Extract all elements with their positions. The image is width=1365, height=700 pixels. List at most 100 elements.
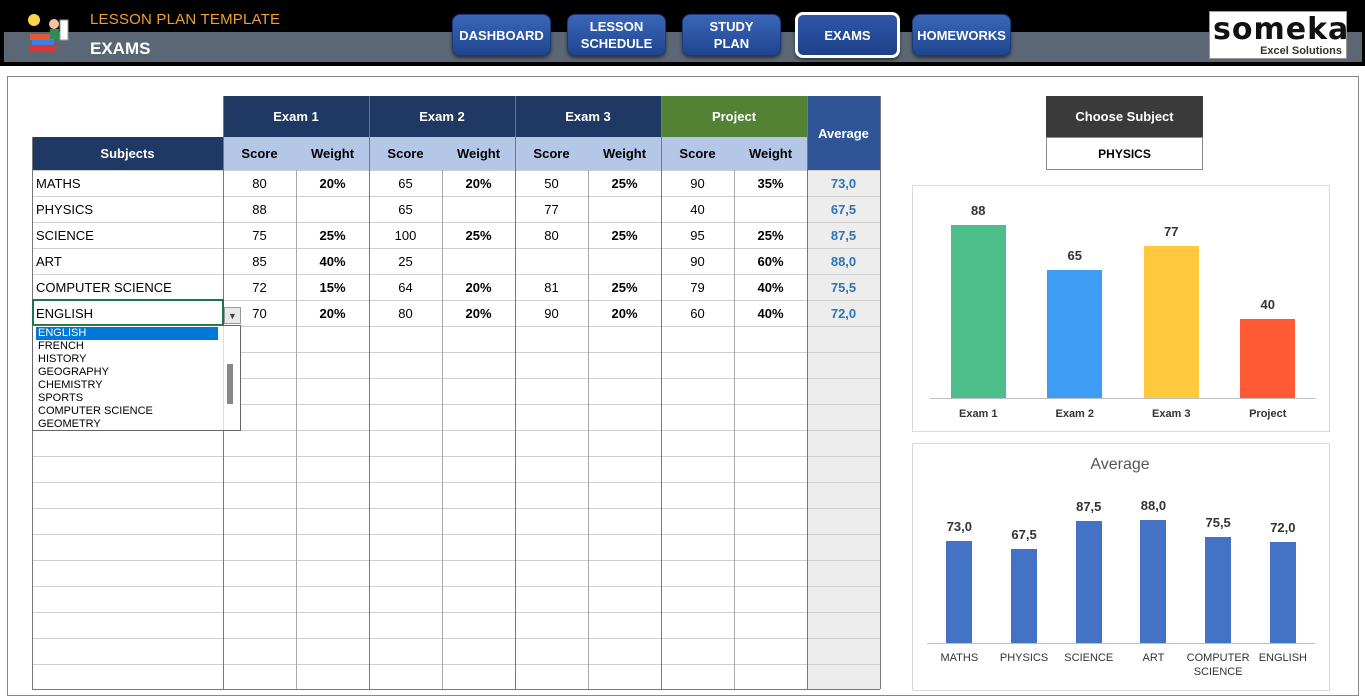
weight-cell[interactable]: 40% — [757, 306, 784, 321]
subject-cell[interactable]: MATHS — [36, 176, 81, 191]
weight-cell[interactable] — [442, 249, 515, 274]
score-cell[interactable]: 80 — [544, 228, 559, 243]
score-cell[interactable]: 100 — [394, 228, 417, 243]
chart1-value-label: 77 — [1164, 224, 1179, 240]
chart2-bar — [946, 540, 973, 643]
chart2-value-label: 75,5 — [1205, 515, 1231, 531]
subject-cell[interactable]: PHYSICS — [36, 202, 94, 217]
chart1-bar-project — [1240, 319, 1296, 398]
row-divider — [32, 638, 880, 639]
chart2-value-label: 72,0 — [1270, 520, 1296, 536]
row-divider — [32, 352, 880, 353]
nav-button-homeworks[interactable]: HOMEWORKS — [912, 14, 1011, 56]
weight-cell[interactable]: 25% — [611, 228, 638, 243]
column-divider — [880, 96, 881, 689]
weight-cell[interactable] — [442, 197, 515, 222]
score-cell[interactable]: 75 — [252, 228, 267, 243]
score-cell[interactable]: 77 — [544, 202, 559, 217]
weight-cell[interactable]: 25% — [319, 228, 346, 243]
chart1-bar-exam-1 — [950, 224, 1006, 398]
sub-header-score: Score — [515, 137, 588, 170]
app-title: LESSON PLAN TEMPLATE — [90, 11, 281, 28]
weight-cell[interactable]: 35% — [757, 176, 784, 191]
score-cell[interactable]: 95 — [690, 228, 705, 243]
group-header-exam-1: Exam 1 — [223, 96, 369, 137]
nav-button-study-plan[interactable]: STUDY PLAN — [682, 14, 781, 56]
weight-cell[interactable] — [296, 197, 369, 222]
dropdown-arrow-icon[interactable]: ▼ — [224, 307, 241, 324]
nav-button-dashboard[interactable]: DASHBOARD — [452, 14, 551, 56]
chart2-x-axis — [927, 643, 1315, 644]
score-cell[interactable]: 25 — [398, 254, 413, 269]
row-divider — [32, 170, 880, 171]
lesson-plan-logo-icon — [28, 14, 69, 51]
score-cell[interactable]: 80 — [252, 176, 267, 191]
weight-cell[interactable]: 20% — [319, 176, 346, 191]
subject-scores-chart: 88 Exam 1 65 Exam 2 77 Exam 3 40 Project — [912, 185, 1330, 432]
dropdown-option-french[interactable]: FRENCH — [38, 340, 84, 352]
column-divider — [807, 96, 808, 689]
score-cell[interactable]: 81 — [544, 280, 559, 295]
weight-cell[interactable]: 40% — [757, 280, 784, 295]
weight-cell[interactable]: 20% — [465, 280, 492, 295]
brand-subtitle: Excel Solutions — [1260, 45, 1342, 57]
weight-cell[interactable]: 20% — [465, 176, 492, 191]
subject-cell[interactable]: SCIENCE — [36, 228, 94, 243]
subject-cell[interactable]: ART — [36, 254, 62, 269]
average-column-bg — [807, 170, 880, 689]
weight-cell[interactable]: 40% — [319, 254, 346, 269]
group-header-project: Project — [661, 96, 807, 137]
weight-cell[interactable] — [588, 197, 661, 222]
dropdown-option-english[interactable]: ENGLISH — [36, 327, 218, 340]
score-cell[interactable]: 72 — [252, 280, 267, 295]
dropdown-option-history[interactable]: HISTORY — [38, 353, 87, 365]
score-cell[interactable]: 90 — [690, 254, 705, 269]
average-cell: 88,0 — [830, 254, 857, 269]
weight-cell[interactable]: 20% — [319, 306, 346, 321]
score-cell[interactable]: 80 — [398, 306, 413, 321]
dropdown-option-chemistry[interactable]: CHEMISTRY — [38, 379, 103, 391]
content-frame — [7, 76, 1359, 696]
score-cell[interactable]: 50 — [544, 176, 559, 191]
weight-cell[interactable]: 20% — [611, 306, 638, 321]
dropdown-option-geography[interactable]: GEOGRAPHY — [38, 366, 109, 378]
score-cell[interactable]: 64 — [398, 280, 413, 295]
row-divider — [32, 508, 880, 509]
column-divider — [369, 96, 370, 689]
weight-cell[interactable]: 25% — [465, 228, 492, 243]
weight-cell[interactable]: 25% — [757, 228, 784, 243]
score-cell[interactable]: 70 — [252, 306, 267, 321]
score-cell[interactable]: 60 — [690, 306, 705, 321]
subject-cell[interactable]: ENGLISH — [36, 306, 94, 321]
score-cell[interactable]: 65 — [398, 202, 413, 217]
row-divider — [32, 586, 880, 587]
choose-subject-select[interactable]: PHYSICS — [1046, 137, 1203, 170]
subject-cell[interactable]: COMPUTER SCIENCE — [36, 280, 172, 295]
dropdown-option-geometry[interactable]: GEOMETRY — [38, 418, 101, 430]
weight-cell[interactable] — [734, 197, 807, 222]
score-cell[interactable]: 90 — [690, 176, 705, 191]
row-divider — [32, 378, 880, 379]
weight-cell[interactable]: 20% — [465, 306, 492, 321]
nav-button-lesson-schedule[interactable]: LESSON SCHEDULE — [567, 14, 666, 56]
subject-dropdown-list[interactable]: ENGLISH FRENCH HISTORY GEOGRAPHY CHEMISTRY SP… — [32, 325, 241, 431]
weight-cell[interactable]: 25% — [611, 176, 638, 191]
score-cell[interactable] — [515, 249, 588, 274]
score-cell[interactable]: 85 — [252, 254, 267, 269]
weight-cell[interactable]: 25% — [611, 280, 638, 295]
score-cell[interactable]: 40 — [690, 202, 705, 217]
score-cell[interactable]: 90 — [544, 306, 559, 321]
weight-cell[interactable]: 15% — [319, 280, 346, 295]
dropdown-option-computer-science[interactable]: COMPUTER SCIENCE — [38, 405, 153, 417]
dropdown-scroll-thumb[interactable] — [227, 364, 233, 404]
score-cell[interactable]: 65 — [398, 176, 413, 191]
score-cell[interactable]: 79 — [690, 280, 705, 295]
group-header-exam-3: Exam 3 — [515, 96, 661, 137]
score-cell[interactable]: 88 — [252, 202, 267, 217]
row-divider — [32, 612, 880, 613]
dropdown-option-sports[interactable]: SPORTS — [38, 392, 84, 404]
nav-button-exams[interactable]: EXAMS — [795, 12, 900, 58]
weight-cell[interactable] — [588, 249, 661, 274]
someka-logo: someka Excel Solutions — [1209, 11, 1348, 59]
weight-cell[interactable]: 60% — [757, 254, 784, 269]
